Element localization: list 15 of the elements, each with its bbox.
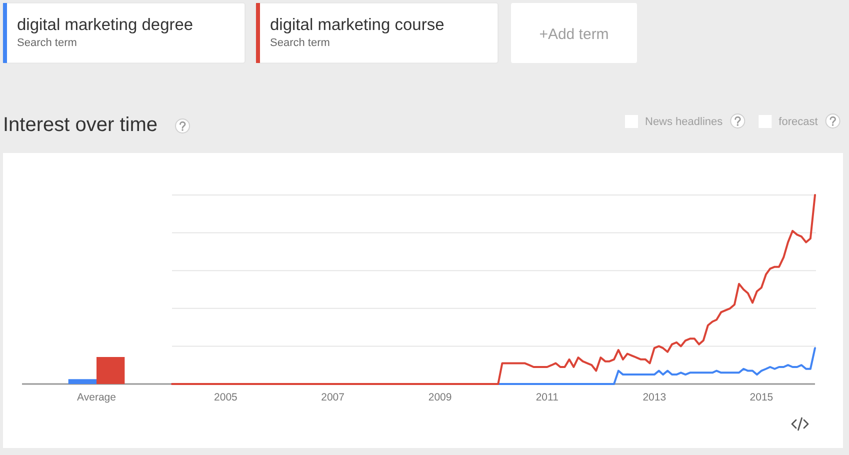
text: Search term xyxy=(270,37,330,49)
text: +Add term xyxy=(539,26,609,43)
x-tick-label: 2013 xyxy=(642,391,666,404)
x-tick-label: 2011 xyxy=(536,391,559,404)
x-tick-label: 2015 xyxy=(750,391,774,404)
x-tick-label: 2005 xyxy=(214,391,238,404)
x-tick-label: 2009 xyxy=(428,391,452,404)
legend-label: digital marketing course xyxy=(270,16,444,34)
x-tick-label: Average xyxy=(77,391,116,404)
text: News headlines xyxy=(645,116,724,128)
x-tick-label: 2007 xyxy=(321,391,345,404)
text: Search term xyxy=(17,37,77,49)
text: forecast xyxy=(778,116,818,128)
chart-title: Interest over time xyxy=(3,114,158,136)
legend-label: digital marketing degree xyxy=(17,16,194,34)
